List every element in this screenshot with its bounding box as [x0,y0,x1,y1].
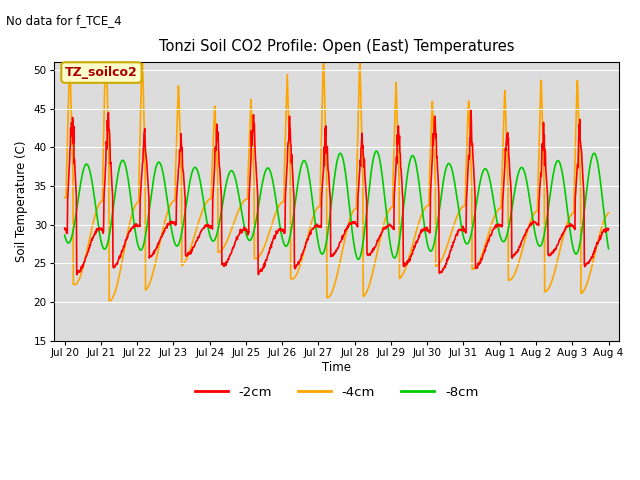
Title: Tonzi Soil CO2 Profile: Open (East) Temperatures: Tonzi Soil CO2 Profile: Open (East) Temp… [159,39,515,54]
X-axis label: Time: Time [322,360,351,373]
Text: No data for f_TCE_4: No data for f_TCE_4 [6,14,122,27]
Y-axis label: Soil Temperature (C): Soil Temperature (C) [15,141,28,262]
Legend: -2cm, -4cm, -8cm: -2cm, -4cm, -8cm [189,380,484,404]
Text: TZ_soilco2: TZ_soilco2 [65,66,138,79]
